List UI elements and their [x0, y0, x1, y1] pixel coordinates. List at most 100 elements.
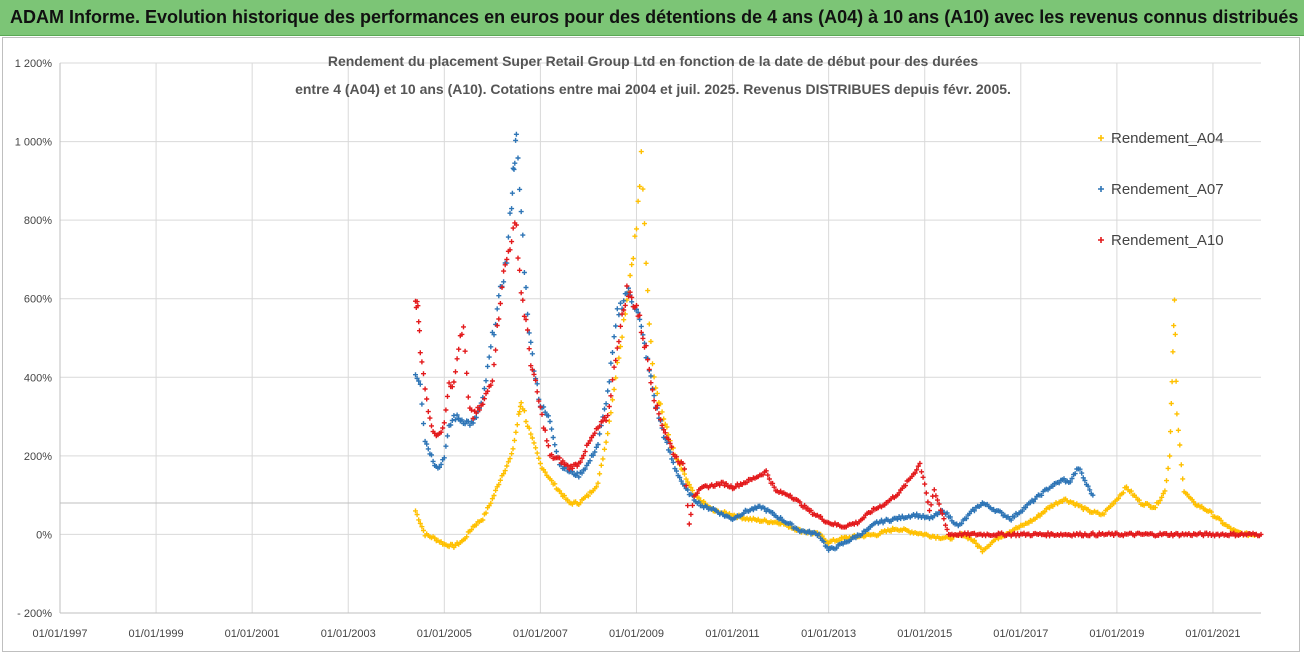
data-point — [834, 545, 840, 551]
x-tick-label: 01/01/2003 — [321, 628, 376, 640]
legend-label: Rendement_A10 — [1111, 232, 1224, 249]
data-point — [579, 455, 585, 461]
data-point — [525, 327, 531, 333]
data-point — [1170, 349, 1176, 355]
data-point — [521, 313, 527, 319]
data-point — [1042, 509, 1048, 515]
data-point — [429, 423, 434, 429]
data-point — [645, 357, 651, 363]
data-point — [978, 502, 984, 508]
data-point — [766, 476, 772, 482]
data-point — [533, 445, 539, 451]
data-point — [602, 415, 607, 420]
data-point — [658, 401, 663, 407]
data-point — [489, 378, 495, 384]
data-point — [518, 290, 524, 296]
data-point — [493, 347, 499, 353]
data-point — [425, 409, 431, 415]
data-point — [1079, 504, 1085, 509]
banner-title: ADAM Informe. Evolution historique des p… — [10, 7, 1299, 27]
data-point — [496, 316, 502, 322]
data-point — [427, 415, 433, 421]
data-point — [770, 480, 776, 486]
data-point — [1027, 500, 1033, 506]
y-tick-label: 1 200% — [15, 58, 53, 70]
data-point — [528, 339, 534, 345]
legend-marker — [1098, 135, 1104, 141]
data-point — [536, 398, 542, 404]
data-point — [464, 534, 470, 540]
data-point — [624, 283, 630, 289]
data-point — [778, 515, 784, 520]
data-point — [1177, 442, 1183, 448]
chart-title-line-1: Rendement du placement Super Retail Grou… — [328, 53, 979, 69]
data-point — [1168, 429, 1173, 435]
legend: Rendement_A04 Rendement_A07 Rendement_A10 — [1098, 130, 1224, 249]
data-point — [585, 493, 591, 499]
data-point — [497, 301, 503, 306]
data-point — [1191, 499, 1197, 505]
data-point — [613, 375, 619, 381]
data-point — [509, 239, 515, 245]
data-point — [971, 508, 977, 514]
data-point — [603, 401, 609, 407]
data-point — [485, 388, 491, 394]
data-point — [496, 293, 502, 299]
data-point — [643, 260, 649, 266]
data-point — [659, 409, 665, 415]
data-point — [1095, 533, 1101, 539]
data-point — [537, 461, 543, 466]
data-point — [1056, 480, 1062, 486]
data-point — [417, 328, 422, 334]
data-point — [509, 190, 515, 196]
data-point — [512, 160, 518, 166]
data-point — [499, 284, 505, 290]
data-point — [914, 467, 920, 473]
data-point — [459, 331, 465, 337]
data-point — [920, 474, 926, 480]
data-point — [531, 440, 537, 446]
x-tick-label: 01/01/2011 — [705, 628, 759, 640]
data-point — [549, 478, 555, 484]
data-point — [992, 537, 998, 543]
data-point — [674, 454, 679, 460]
y-tick-label: 200% — [24, 451, 52, 463]
data-point — [534, 389, 540, 395]
data-point — [491, 493, 497, 498]
data-point — [895, 516, 900, 522]
data-point — [963, 516, 969, 522]
data-point — [630, 256, 636, 261]
data-point — [1152, 505, 1158, 511]
data-point — [473, 415, 479, 420]
data-point — [640, 186, 646, 192]
x-tick-label: 01/01/2021 — [1185, 628, 1240, 640]
data-point — [553, 449, 559, 454]
x-tick-label: 01/01/2013 — [801, 628, 856, 640]
data-point — [915, 463, 921, 469]
data-point — [514, 422, 520, 428]
data-point — [1128, 488, 1134, 494]
data-point — [529, 351, 535, 357]
data-point — [648, 339, 654, 344]
data-point — [802, 502, 808, 508]
data-point — [513, 137, 519, 143]
data-point — [518, 209, 524, 215]
data-point — [441, 420, 447, 426]
axes: - 200% 0% 200% 400% 600% 800% 1 000% 1 200% 01/0… — [15, 58, 1261, 640]
data-point — [771, 484, 777, 490]
data-point — [542, 469, 548, 475]
data-point — [419, 401, 425, 407]
y-tick-label: 400% — [24, 372, 52, 384]
data-point — [1085, 507, 1091, 512]
data-point — [656, 411, 662, 417]
data-point — [685, 487, 691, 493]
data-point — [592, 430, 598, 436]
data-point — [545, 413, 551, 419]
data-point — [438, 539, 444, 545]
data-point — [486, 354, 492, 360]
data-point — [637, 184, 643, 189]
data-point — [481, 386, 487, 392]
data-point — [965, 530, 971, 536]
data-point — [518, 400, 524, 406]
data-point — [516, 411, 522, 417]
